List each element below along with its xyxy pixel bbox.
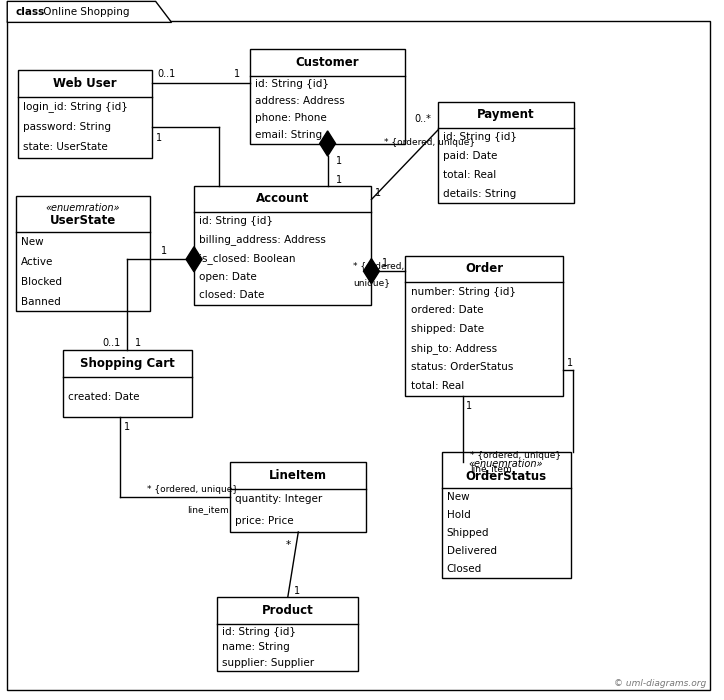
Polygon shape bbox=[186, 246, 202, 272]
Text: *: * bbox=[285, 540, 290, 550]
FancyBboxPatch shape bbox=[405, 256, 563, 396]
Text: New: New bbox=[21, 237, 43, 247]
Text: 1: 1 bbox=[336, 175, 342, 185]
Text: ship_to: Address: ship_to: Address bbox=[411, 343, 497, 354]
Text: state: UserState: state: UserState bbox=[23, 142, 108, 153]
Text: Shopping Cart: Shopping Cart bbox=[80, 357, 174, 370]
Text: Payment: Payment bbox=[477, 108, 535, 121]
FancyBboxPatch shape bbox=[217, 597, 358, 671]
Text: Web User: Web User bbox=[54, 77, 117, 90]
FancyBboxPatch shape bbox=[63, 350, 192, 416]
FancyBboxPatch shape bbox=[230, 462, 366, 532]
Polygon shape bbox=[363, 258, 379, 284]
Text: * {ordered, unique}: * {ordered, unique} bbox=[384, 138, 475, 147]
Text: 1: 1 bbox=[234, 69, 240, 79]
FancyBboxPatch shape bbox=[438, 102, 574, 203]
FancyBboxPatch shape bbox=[194, 186, 371, 304]
Text: Online Shopping: Online Shopping bbox=[40, 7, 130, 17]
Text: phone: Phone: phone: Phone bbox=[255, 113, 327, 123]
Text: line_item: line_item bbox=[187, 505, 229, 514]
Text: created: Date: created: Date bbox=[68, 391, 140, 402]
Text: LineItem: LineItem bbox=[269, 469, 327, 482]
Text: 1: 1 bbox=[382, 258, 388, 268]
Text: open: Date: open: Date bbox=[199, 272, 257, 282]
Text: © uml-diagrams.org: © uml-diagrams.org bbox=[614, 679, 706, 687]
Text: quantity: Integer: quantity: Integer bbox=[235, 494, 323, 505]
Text: OrderStatus: OrderStatus bbox=[466, 470, 547, 483]
Text: status: OrderStatus: status: OrderStatus bbox=[411, 362, 513, 372]
FancyBboxPatch shape bbox=[7, 21, 710, 690]
Text: shipped: Date: shipped: Date bbox=[411, 324, 484, 335]
Text: price: Price: price: Price bbox=[235, 516, 294, 526]
Text: 1: 1 bbox=[567, 358, 573, 368]
Text: 1: 1 bbox=[294, 587, 300, 596]
Text: 1: 1 bbox=[135, 338, 140, 348]
Text: Shipped: Shipped bbox=[447, 528, 489, 538]
FancyBboxPatch shape bbox=[250, 49, 405, 144]
Text: Account: Account bbox=[256, 193, 309, 205]
Polygon shape bbox=[319, 131, 335, 156]
Text: name: String: name: String bbox=[222, 642, 290, 652]
Text: 0..*: 0..* bbox=[415, 114, 432, 125]
Text: id: String {id}: id: String {id} bbox=[255, 79, 329, 89]
Text: «enuemration»: «enuemration» bbox=[469, 458, 543, 468]
Text: billing_address: Address: billing_address: Address bbox=[199, 234, 326, 245]
Text: Customer: Customer bbox=[296, 56, 359, 69]
Text: Delivered: Delivered bbox=[447, 545, 497, 556]
Text: address: Address: address: Address bbox=[255, 96, 345, 106]
Text: class: class bbox=[16, 7, 45, 17]
Text: «enuemration»: «enuemration» bbox=[46, 203, 120, 213]
Text: 0..1: 0..1 bbox=[102, 338, 120, 348]
Text: id: String {id}: id: String {id} bbox=[443, 132, 517, 143]
Text: number: String {id}: number: String {id} bbox=[411, 286, 515, 297]
Text: Blocked: Blocked bbox=[21, 276, 62, 287]
Text: ordered: Date: ordered: Date bbox=[411, 305, 483, 316]
Text: Closed: Closed bbox=[447, 564, 482, 573]
Polygon shape bbox=[7, 1, 172, 22]
Text: UserState: UserState bbox=[50, 214, 116, 228]
Text: New: New bbox=[447, 492, 469, 502]
Text: total: Real: total: Real bbox=[443, 170, 497, 180]
Text: login_id: String {id}: login_id: String {id} bbox=[23, 102, 128, 112]
Text: 1: 1 bbox=[336, 156, 342, 166]
Text: * {ordered, unique}: * {ordered, unique} bbox=[470, 451, 561, 459]
Text: unique}: unique} bbox=[353, 279, 390, 288]
Text: 1: 1 bbox=[156, 133, 161, 143]
Text: id: String {id}: id: String {id} bbox=[199, 216, 273, 226]
Text: details: String: details: String bbox=[443, 188, 516, 199]
Text: is_closed: Boolean: is_closed: Boolean bbox=[199, 253, 295, 264]
Text: closed: Date: closed: Date bbox=[199, 290, 264, 300]
FancyBboxPatch shape bbox=[18, 70, 152, 158]
Text: total: Real: total: Real bbox=[411, 381, 464, 391]
Text: 1: 1 bbox=[466, 401, 472, 411]
Text: line_item: line_item bbox=[470, 465, 512, 473]
Text: email: String: email: String bbox=[255, 130, 322, 140]
Text: * {ordered, unique}: * {ordered, unique} bbox=[147, 486, 238, 494]
Text: paid: Date: paid: Date bbox=[443, 151, 497, 161]
Text: 0..1: 0..1 bbox=[158, 69, 176, 79]
Text: id: String {id}: id: String {id} bbox=[222, 626, 296, 636]
Text: password: String: password: String bbox=[23, 122, 111, 132]
FancyBboxPatch shape bbox=[442, 452, 571, 578]
Text: Active: Active bbox=[21, 257, 54, 267]
Text: 1: 1 bbox=[161, 246, 167, 256]
Text: Hold: Hold bbox=[447, 510, 471, 520]
Text: supplier: Supplier: supplier: Supplier bbox=[222, 658, 314, 668]
Text: Order: Order bbox=[466, 262, 503, 275]
Text: Product: Product bbox=[262, 604, 313, 617]
Text: * {ordered,: * {ordered, bbox=[353, 261, 405, 270]
Text: 1: 1 bbox=[124, 422, 130, 432]
Text: 1: 1 bbox=[375, 188, 381, 197]
Text: Banned: Banned bbox=[21, 297, 61, 307]
FancyBboxPatch shape bbox=[16, 196, 150, 312]
